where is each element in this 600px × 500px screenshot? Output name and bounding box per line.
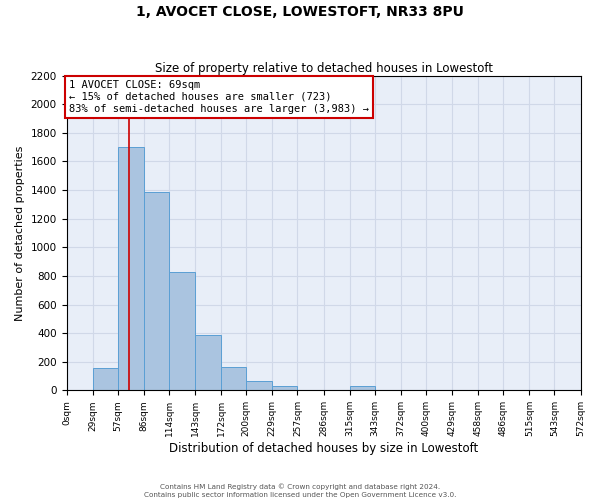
Bar xyxy=(169,272,195,390)
Text: Contains HM Land Registry data © Crown copyright and database right 2024.
Contai: Contains HM Land Registry data © Crown c… xyxy=(144,484,456,498)
Bar xyxy=(118,147,144,390)
Bar xyxy=(144,192,169,390)
Bar xyxy=(350,386,375,390)
Bar xyxy=(195,336,221,390)
Text: 1 AVOCET CLOSE: 69sqm
← 15% of detached houses are smaller (723)
83% of semi-det: 1 AVOCET CLOSE: 69sqm ← 15% of detached … xyxy=(69,80,369,114)
Y-axis label: Number of detached properties: Number of detached properties xyxy=(15,146,25,320)
Bar xyxy=(92,368,118,390)
Bar xyxy=(246,381,272,390)
Bar xyxy=(272,386,298,390)
X-axis label: Distribution of detached houses by size in Lowestoft: Distribution of detached houses by size … xyxy=(169,442,478,455)
Title: Size of property relative to detached houses in Lowestoft: Size of property relative to detached ho… xyxy=(155,62,493,74)
Text: 1, AVOCET CLOSE, LOWESTOFT, NR33 8PU: 1, AVOCET CLOSE, LOWESTOFT, NR33 8PU xyxy=(136,5,464,19)
Bar xyxy=(221,366,246,390)
